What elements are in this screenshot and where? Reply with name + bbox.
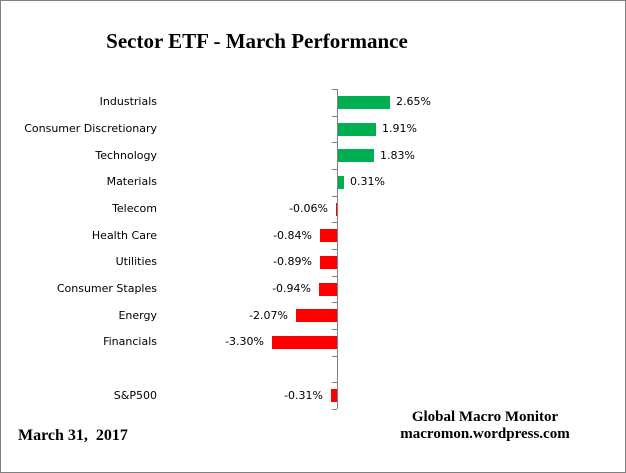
category-label: Industrials	[99, 95, 157, 108]
bar-consumer-staples	[319, 283, 337, 296]
bar-financials	[272, 336, 337, 349]
value-label: -0.31%	[284, 389, 323, 402]
axis-tick	[332, 169, 337, 170]
category-label: Materials	[106, 175, 157, 188]
category-label: Health Care	[91, 229, 157, 242]
footer-date: March 31, 2017	[18, 427, 128, 444]
axis-tick	[332, 142, 337, 143]
bar-industrials	[338, 96, 390, 109]
footer-credit: Global Macro Monitor macromon.wordpress.…	[375, 409, 595, 443]
category-label: Telecom	[112, 202, 157, 215]
bar-health-care	[320, 229, 337, 242]
axis-tick	[332, 222, 337, 223]
axis-tick	[332, 249, 337, 250]
footer-credit-line1: Global Macro Monitor	[411, 409, 559, 425]
value-label: -2.07%	[249, 309, 288, 322]
value-label: 1.91%	[382, 122, 417, 135]
chart-title: Sector ETF - March Performance	[106, 29, 408, 53]
value-label: -0.94%	[272, 282, 311, 295]
bar-energy	[296, 309, 337, 322]
category-label: S&P500	[113, 389, 157, 402]
value-label: 1.83%	[380, 149, 415, 162]
axis-tick	[332, 356, 337, 357]
bar-consumer-discretionary	[338, 123, 376, 136]
axis-tick	[332, 116, 337, 117]
bar-s-p500	[331, 389, 337, 402]
axis-tick	[332, 196, 337, 197]
category-label: Consumer Discretionary	[24, 122, 157, 135]
axis-tick	[332, 89, 337, 90]
axis-tick	[332, 409, 337, 410]
footer-credit-line2: macromon.wordpress.com	[400, 426, 570, 442]
axis-tick	[332, 302, 337, 303]
bar-utilities	[320, 256, 337, 269]
category-axis-line	[337, 89, 338, 409]
value-label: -0.89%	[273, 255, 312, 268]
value-label: -0.84%	[273, 229, 312, 242]
value-label: -0.06%	[289, 202, 328, 215]
category-label: Technology	[95, 149, 157, 162]
axis-tick	[332, 382, 337, 383]
bar-materials	[338, 176, 344, 189]
value-label: 0.31%	[350, 175, 385, 188]
value-label: -3.30%	[225, 335, 264, 348]
category-label: Energy	[118, 309, 157, 322]
category-label: Utilities	[115, 255, 157, 268]
axis-tick	[332, 276, 337, 277]
value-label: 2.65%	[396, 95, 431, 108]
axis-tick	[332, 329, 337, 330]
category-label: Financials	[103, 335, 157, 348]
bar-technology	[338, 149, 374, 162]
category-label: Consumer Staples	[56, 282, 157, 295]
bar-telecom	[336, 203, 337, 216]
